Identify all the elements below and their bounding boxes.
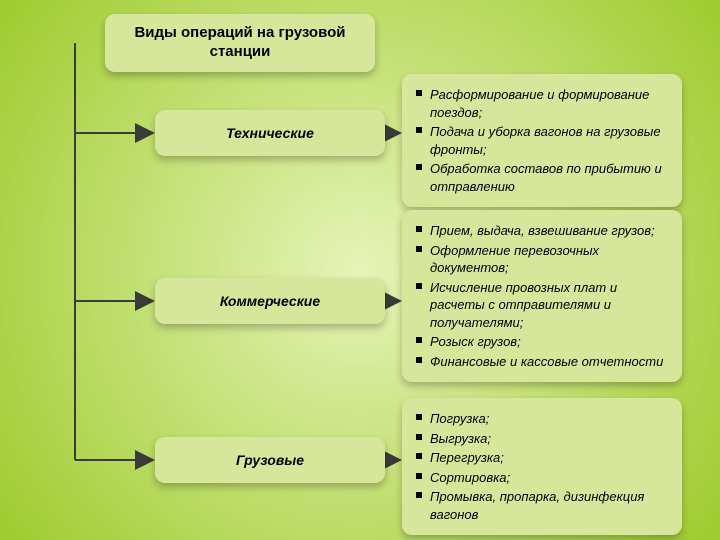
desc-comm-item: Исчисление провозных плат и расчеты с от… bbox=[430, 279, 668, 332]
desc-cargo-item: Погрузка; bbox=[430, 410, 668, 428]
desc-tech-item: Обработка составов по прибытию и отправл… bbox=[430, 160, 668, 195]
desc-cargo-item: Перегрузка; bbox=[430, 449, 668, 467]
category-cargo: Грузовые bbox=[155, 437, 385, 483]
desc-cargo-item: Выгрузка; bbox=[430, 430, 668, 448]
desc-comm: Прием, выдача, взвешивание грузов; Оформл… bbox=[402, 210, 682, 382]
desc-comm-item: Финансовые и кассовые отчетности bbox=[430, 353, 668, 371]
desc-comm-item: Оформление перевозочных документов; bbox=[430, 242, 668, 277]
desc-comm-item: Розыск грузов; bbox=[430, 333, 668, 351]
category-comm-label: Коммерческие bbox=[220, 293, 320, 309]
desc-tech-item: Расформирование и формирование поездов; bbox=[430, 86, 668, 121]
desc-comm-item: Прием, выдача, взвешивание грузов; bbox=[430, 222, 668, 240]
category-comm: Коммерческие bbox=[155, 278, 385, 324]
root-title: Виды операций на грузовой станции bbox=[105, 14, 375, 72]
desc-cargo: Погрузка; Выгрузка;Перегрузка; Сортировка;… bbox=[402, 398, 682, 535]
desc-cargo-item: Промывка, пропарка, дизинфекция вагонов bbox=[430, 488, 668, 523]
category-tech-label: Технические bbox=[226, 125, 314, 141]
category-tech: Технические bbox=[155, 110, 385, 156]
desc-cargo-item: Сортировка; bbox=[430, 469, 668, 487]
desc-tech-item: Подача и уборка вагонов на грузовые фрон… bbox=[430, 123, 668, 158]
category-cargo-label: Грузовые bbox=[236, 452, 304, 468]
desc-tech: Расформирование и формирование поездов;П… bbox=[402, 74, 682, 207]
root-title-text: Виды операций на грузовой станции bbox=[119, 24, 361, 62]
